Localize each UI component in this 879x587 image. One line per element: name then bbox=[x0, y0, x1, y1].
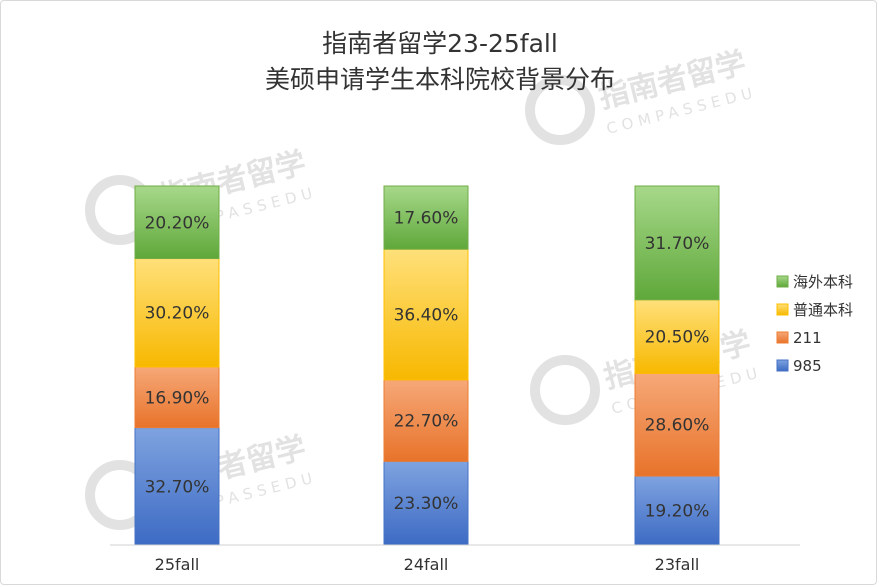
data-label-haiwai-24fall: 17.60% bbox=[394, 209, 459, 229]
bar-segment-putong-24fall bbox=[383, 248, 469, 381]
bars-group: 32.70% 16.90% 30.20% 20.20% 23.30% 22.70% 36.4… bbox=[134, 185, 720, 546]
chart-subtitle: 美硕申请学生本科院校背景分布 bbox=[265, 65, 615, 94]
x-axis-ticks: 25fall 24fall 23fall bbox=[155, 555, 700, 574]
legend-label-putong: 普通本科 bbox=[793, 301, 853, 319]
data-label-985-25fall: 32.70% bbox=[145, 477, 210, 497]
bar-segment-putong-23fall bbox=[634, 299, 720, 374]
bar-segment-haiwai-24fall bbox=[383, 185, 469, 250]
x-tick-label-24fall: 24fall bbox=[404, 555, 449, 574]
data-label-211-24fall: 22.70% bbox=[394, 412, 459, 432]
legend-label-haiwai: 海外本科 bbox=[793, 273, 853, 291]
legend-swatch-211 bbox=[776, 331, 789, 344]
bar-segment-haiwai-23fall bbox=[634, 185, 720, 301]
legend-label-211: 211 bbox=[793, 329, 822, 347]
legend-swatch-985 bbox=[776, 359, 789, 372]
data-label-haiwai-23fall: 31.70% bbox=[645, 234, 710, 254]
data-label-211-23fall: 28.60% bbox=[645, 416, 710, 436]
watermark-logo-icon bbox=[525, 75, 595, 145]
data-label-haiwai-25fall: 20.20% bbox=[145, 213, 210, 233]
bar-segment-985-24fall bbox=[383, 460, 469, 546]
data-label-985-23fall: 19.20% bbox=[645, 502, 710, 522]
chart-title: 指南者留学23-25fall bbox=[322, 29, 558, 58]
bar-segment-985-23fall bbox=[634, 475, 720, 546]
x-tick-label-23fall: 23fall bbox=[655, 555, 700, 574]
bar-segment-putong-25fall bbox=[134, 258, 220, 368]
bar-segment-haiwai-25fall bbox=[134, 185, 220, 260]
data-label-putong-23fall: 20.50% bbox=[645, 328, 710, 348]
legend-label-985: 985 bbox=[793, 357, 822, 375]
data-label-985-24fall: 23.30% bbox=[394, 494, 459, 514]
watermark-logo-icon bbox=[530, 355, 600, 425]
data-label-putong-24fall: 36.40% bbox=[394, 306, 459, 326]
bar-segment-211-23fall bbox=[634, 372, 720, 477]
legend-swatch-haiwai bbox=[776, 275, 789, 288]
legend-swatch-putong bbox=[776, 303, 789, 316]
bar-segment-985-25fall bbox=[134, 427, 220, 546]
data-label-211-25fall: 16.90% bbox=[145, 388, 210, 408]
bar-segment-211-25fall bbox=[134, 366, 220, 429]
data-label-putong-25fall: 30.20% bbox=[145, 304, 210, 324]
x-tick-label-25fall: 25fall bbox=[155, 555, 200, 574]
bar-segment-211-24fall bbox=[383, 379, 469, 462]
